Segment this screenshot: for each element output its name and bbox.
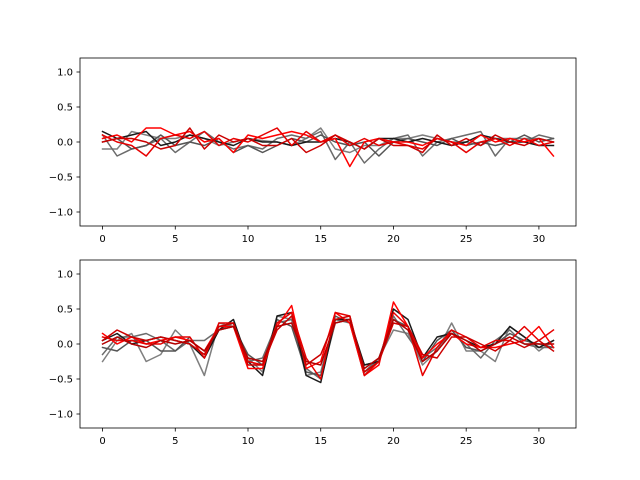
- x-tick-label: 0: [99, 234, 105, 245]
- x-tick-label: 10: [242, 234, 255, 245]
- y-tick-label: 0.0: [57, 138, 73, 149]
- series-group: [101, 301, 555, 384]
- y-tick-label: 0.0: [57, 340, 73, 351]
- x-tick-label: 20: [387, 436, 400, 447]
- x-tick-label: 25: [460, 436, 473, 447]
- y-tick-label: −0.5: [49, 375, 73, 386]
- y-tick-label: 0.5: [57, 103, 73, 114]
- x-tick-label: 10: [242, 436, 255, 447]
- x-tick-label: 20: [387, 234, 400, 245]
- y-tick-label: −1.0: [49, 208, 73, 219]
- x-tick-label: 30: [533, 436, 546, 447]
- x-tick-label: 30: [533, 234, 546, 245]
- x-tick-label: 0: [99, 436, 105, 447]
- y-tick-label: −1.0: [49, 410, 73, 421]
- y-tick-label: 1.0: [57, 68, 73, 79]
- y-tick-label: −0.5: [49, 173, 73, 184]
- series-group: [101, 127, 555, 168]
- y-tick-label: 1.0: [57, 270, 73, 281]
- series-line-7: [101, 315, 555, 373]
- x-tick-label: 5: [172, 436, 178, 447]
- x-tick-label: 25: [460, 234, 473, 245]
- subplot-2: 0 5 10 15 20 25 30 −1.0 −0.5 0.0 0.5 1.0: [49, 259, 577, 447]
- y-tick-label: 0.5: [57, 305, 73, 316]
- series-line-8: [101, 318, 555, 370]
- x-tick-label: 15: [314, 234, 327, 245]
- x-tick-label: 15: [314, 436, 327, 447]
- series-line-7: [101, 127, 555, 154]
- series-line-2: [101, 130, 555, 164]
- subplot-1: 0 5 10 15 20 25 30 −1.0 −0.5 0.0 0.5 1.0: [49, 57, 577, 245]
- x-tick-label: 5: [172, 234, 178, 245]
